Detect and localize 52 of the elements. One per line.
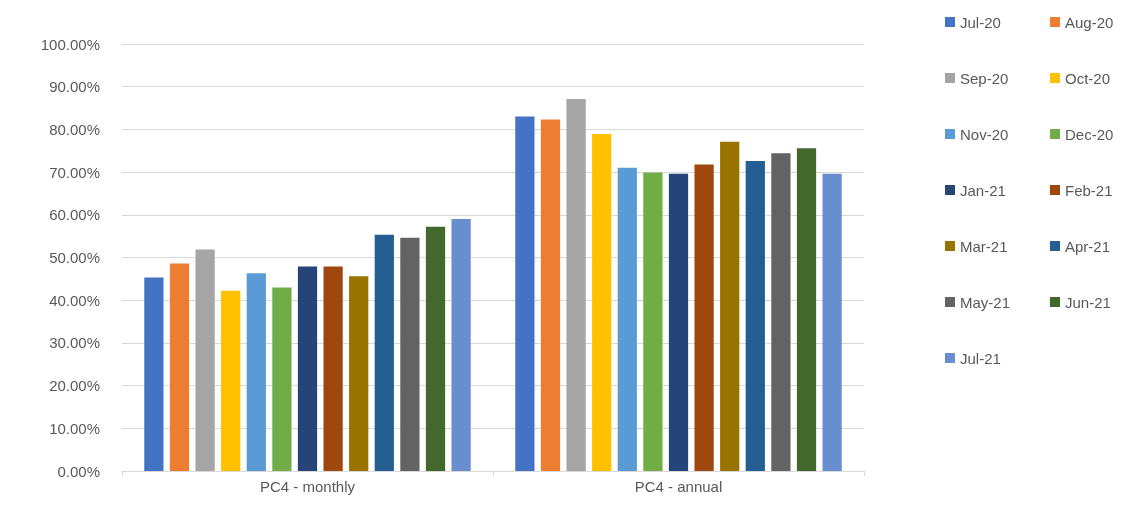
y-tick-label: 10.00% [49,419,100,437]
bar [643,172,663,471]
bar [566,99,586,471]
legend-label: Jan-21 [960,181,1006,199]
bar [349,276,369,471]
bar [297,266,318,471]
bar [195,249,215,471]
x-tick-label: PC4 - annual [634,478,723,495]
bar [771,153,791,471]
bar [540,119,561,471]
y-tick-label: 50.00% [49,249,100,266]
bar [323,266,343,471]
bar [592,134,612,471]
bar [617,167,637,471]
legend-label: May-21 [960,293,1011,311]
bar [246,273,266,471]
y-tick-label: 70.00% [49,163,100,181]
y-tick-label: 40.00% [49,291,100,309]
bar [720,141,740,471]
legend-label: Sep-20 [960,69,1009,87]
legend-label: Jul-21 [960,349,1001,367]
legend-label: Oct-20 [1065,69,1111,87]
bar [272,287,292,471]
legend-label: Mar-21 [960,237,1008,255]
legend-label: Aug-20 [1065,13,1114,31]
legend-label: Nov-20 [960,125,1009,143]
y-tick-label: 0.00% [57,462,100,480]
bar [400,237,420,471]
bar [694,164,714,471]
bar [796,148,817,471]
legend-label: Apr-21 [1065,237,1111,255]
bar [374,234,394,471]
bar [144,277,164,471]
y-tick-label: 30.00% [49,334,100,352]
legend-label: Dec-20 [1065,125,1114,143]
y-tick-label: 100.00% [40,35,100,53]
bar [822,173,842,471]
legend-label: Jul-20 [960,13,1001,31]
bar [515,116,535,471]
y-tick-label: 80.00% [49,120,100,138]
x-tick-label: PC4 - monthly [259,478,356,495]
y-tick-label: 20.00% [49,377,100,395]
bar [169,263,190,471]
legend-label: Jun-21 [1065,293,1111,311]
bar [425,226,446,471]
bar [668,173,689,471]
y-tick-label: 90.00% [49,78,100,96]
legend-label: Feb-21 [1065,181,1113,199]
bar [451,219,471,471]
bar [221,290,241,471]
y-tick-label: 60.00% [49,206,100,224]
bar [745,161,765,471]
